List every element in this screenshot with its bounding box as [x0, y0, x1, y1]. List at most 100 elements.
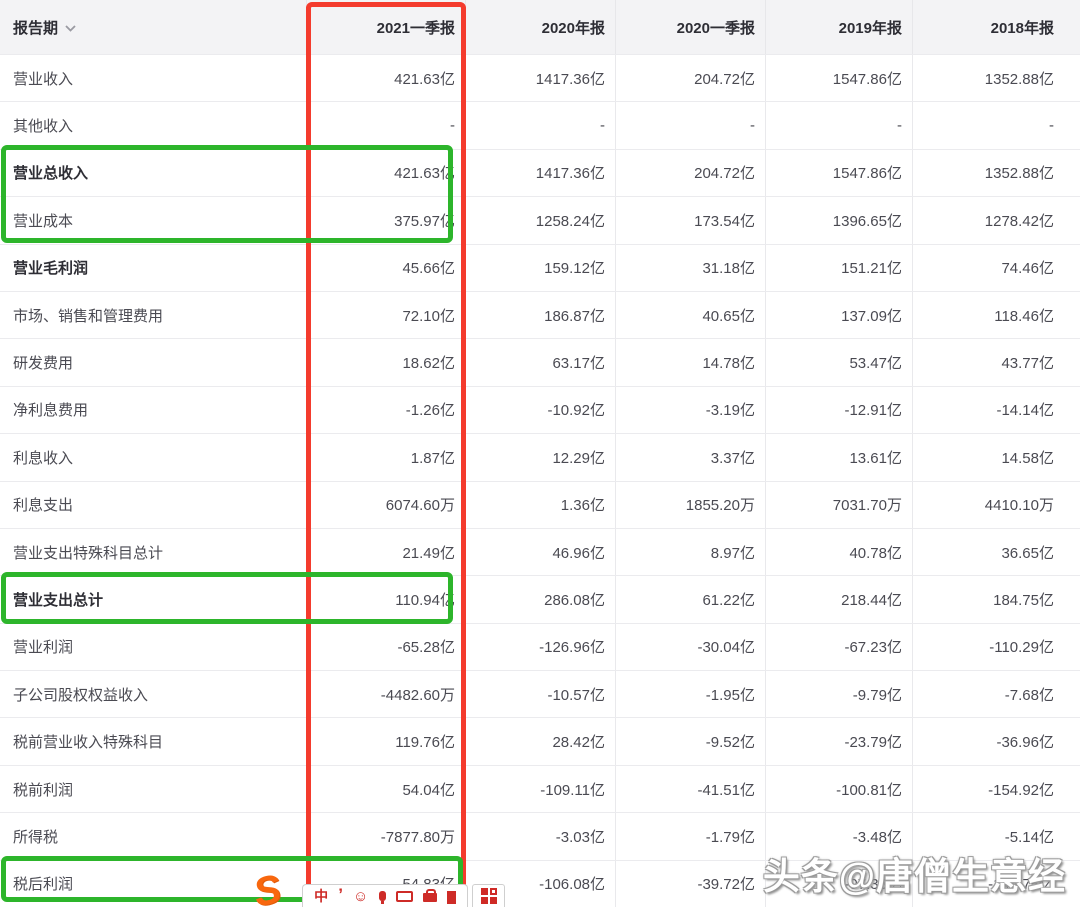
table-row: 营业成本 375.97亿 1258.24亿 173.54亿 1396.65亿 1278.4… — [0, 196, 1080, 244]
table-row: 所得税 -7877.80万 -3.03亿 -1.79亿 -3.48亿 -5.14亿 — [0, 812, 1080, 860]
cell-value: 1547.86亿 — [765, 55, 912, 102]
ime-toolbar: S 中 ’ ☺ — [250, 867, 514, 915]
column-header: 2018年报 — [912, 0, 1080, 54]
voice-input-icon[interactable] — [378, 891, 386, 904]
chevron-down-icon — [65, 24, 76, 32]
cell-value: 3.37亿 — [615, 434, 765, 481]
cell-value: - — [615, 102, 765, 149]
cell-value: 14.58亿 — [912, 434, 1080, 481]
cell-value: 110.94亿 — [306, 576, 465, 623]
cell-value: -100.81亿 — [765, 765, 912, 813]
cell-value: 13.61亿 — [765, 434, 912, 481]
cell-value: 61.22亿 — [615, 576, 765, 623]
table-row: 营业毛利润 45.66亿 159.12亿 31.18亿 151.21亿 74.46亿 — [0, 243, 1080, 291]
row-label: 其他收入 — [13, 118, 74, 136]
cell-value: 1258.24亿 — [465, 197, 615, 244]
cell-value: 1278.42亿 — [912, 197, 1080, 244]
cell-value: -9.52亿 — [615, 718, 765, 765]
column-header: 2019年报 — [765, 0, 912, 54]
cell-value: 204.72亿 — [615, 149, 765, 197]
cell-value: 40.65亿 — [615, 291, 765, 339]
cell-value: -23.79亿 — [765, 718, 912, 765]
cell-value: 31.18亿 — [615, 244, 765, 291]
toolbox-icon[interactable] — [422, 889, 437, 902]
cell-value: -7877.80万 — [306, 813, 465, 860]
cell-value: 36.65亿 — [912, 528, 1080, 576]
cell-value: 218.44亿 — [765, 576, 912, 623]
cell-value: 1396.65亿 — [765, 197, 912, 244]
cell-value: -154.92亿 — [912, 765, 1080, 813]
table-row: 子公司股权权益收入 -4482.60万 -10.57亿 -1.95亿 -9.79亿 -7.… — [0, 670, 1080, 718]
cell-value: 137.09亿 — [765, 291, 912, 339]
cell-value: 1.87亿 — [306, 434, 465, 481]
table-row: 研发费用 18.62亿 63.17亿 14.78亿 53.47亿 43.77亿 — [0, 338, 1080, 386]
column-header: 2020年报 — [465, 0, 615, 54]
cell-value: 4410.10万 — [912, 481, 1080, 528]
row-label: 营业利润 — [13, 639, 74, 657]
cell-value: -67.23亿 — [765, 623, 912, 671]
cell-value: 1352.88亿 — [912, 149, 1080, 197]
cell-value: -41.51亿 — [615, 765, 765, 813]
row-label: 净利息费用 — [13, 402, 89, 420]
row-label: 营业毛利润 — [13, 260, 89, 278]
cell-value: 119.76亿 — [306, 718, 465, 765]
cell-value: -4482.60万 — [306, 671, 465, 718]
cell-value: 286.08亿 — [465, 576, 615, 623]
chinese-mode-icon[interactable]: 中 — [314, 888, 329, 904]
apps-grid-icon — [480, 888, 497, 904]
column-header: 2020一季报 — [615, 0, 765, 54]
emoji-icon[interactable]: ☺ — [353, 887, 369, 905]
cell-value: 186.87亿 — [465, 291, 615, 339]
bookmark-icon[interactable] — [446, 890, 456, 904]
table-row: 营业支出总计 110.94亿 286.08亿 61.22亿 218.44亿 184.75亿 — [0, 575, 1080, 623]
cell-value: 375.97亿 — [306, 197, 465, 244]
cell-value: -1.79亿 — [615, 813, 765, 860]
report-period-label: 报告期 — [13, 19, 59, 37]
table-row: 营业总收入 421.63亿 1417.36亿 204.72亿 1547.86亿 1352.… — [0, 148, 1080, 197]
cell-value: - — [306, 102, 465, 149]
cell-value: 1417.36亿 — [465, 55, 615, 102]
cell-value: -149.75亿 — [912, 860, 1080, 908]
cell-value: -5.14亿 — [912, 813, 1080, 860]
cell-value: 6074.60万 — [306, 481, 465, 528]
table-row: 营业利润 -65.28亿 -126.96亿 -30.04亿 -67.23亿 -110.29… — [0, 622, 1080, 671]
cell-value: -3.19亿 — [615, 386, 765, 434]
table-row: 其他收入 - - - - - — [0, 101, 1080, 149]
cell-value: 12.29亿 — [465, 434, 615, 481]
cell-value: 63.17亿 — [465, 339, 615, 386]
ime-status-bar: 中 ’ ☺ — [302, 884, 468, 907]
cell-value: -3.03亿 — [465, 813, 615, 860]
sogou-logo-icon[interactable]: S — [249, 866, 285, 915]
punctuation-mode-icon[interactable]: ’ — [338, 884, 343, 904]
table-row: 利息收入 1.87亿 12.29亿 3.37亿 13.61亿 14.58亿 — [0, 433, 1080, 481]
cell-value: 1417.36亿 — [465, 149, 615, 197]
cell-value: -12.91亿 — [765, 386, 912, 434]
row-label: 营业支出总计 — [13, 591, 104, 609]
apps-grid-button[interactable] — [472, 884, 505, 907]
row-label: 税前营业收入特殊科目 — [13, 734, 164, 752]
cell-value: 173.54亿 — [615, 197, 765, 244]
cell-value: -110.29亿 — [912, 623, 1080, 671]
report-period-dropdown[interactable]: 报告期 — [0, 0, 306, 54]
cell-value: - — [765, 102, 912, 149]
keyboard-icon[interactable] — [395, 890, 413, 902]
table-body: 营业收入 421.63亿 1417.36亿 204.72亿 1547.86亿 1352.8… — [0, 54, 1080, 908]
cell-value: 14.78亿 — [615, 339, 765, 386]
cell-value: 1547.86亿 — [765, 149, 912, 197]
column-header: 2021一季报 — [306, 0, 465, 54]
row-label: 税后利润 — [13, 876, 74, 894]
cell-value: -30.04亿 — [615, 623, 765, 671]
cell-value: 151.21亿 — [765, 244, 912, 291]
cell-value: 159.12亿 — [465, 244, 615, 291]
row-label: 利息支出 — [13, 497, 74, 515]
cell-value: -9.79亿 — [765, 671, 912, 718]
cell-value: -109.11亿 — [465, 765, 615, 813]
row-label: 市场、销售和管理费用 — [13, 307, 164, 325]
table-row: 市场、销售和管理费用 72.10亿 186.87亿 40.65亿 137.09亿 118.… — [0, 290, 1080, 339]
cell-value: 8.97亿 — [615, 528, 765, 576]
table-row: 营业支出特殊科目总计 21.49亿 46.96亿 8.97亿 40.78亿 36.65亿 — [0, 527, 1080, 576]
cell-value: 1.36亿 — [465, 481, 615, 528]
cell-value: -1.26亿 — [306, 386, 465, 434]
cell-value: 53.47亿 — [765, 339, 912, 386]
